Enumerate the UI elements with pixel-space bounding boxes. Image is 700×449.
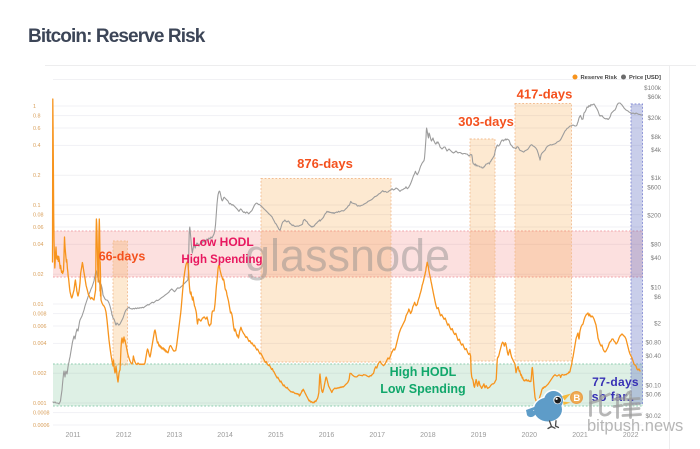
svg-text:$8k: $8k [651, 134, 662, 141]
svg-text:0.6: 0.6 [33, 126, 41, 132]
svg-text:$4k: $4k [651, 147, 662, 154]
svg-text:876-days: 876-days [297, 156, 353, 171]
svg-text:0.08: 0.08 [33, 212, 44, 218]
svg-text:0.001: 0.001 [33, 401, 47, 407]
svg-text:$200: $200 [647, 213, 661, 220]
svg-text:High HODL: High HODL [390, 365, 457, 379]
svg-text:glassnode: glassnode [245, 230, 450, 281]
svg-text:B: B [573, 393, 580, 404]
svg-text:0.004: 0.004 [33, 341, 47, 347]
svg-text:0.008: 0.008 [33, 311, 47, 317]
svg-text:$10: $10 [651, 285, 662, 292]
svg-text:2013: 2013 [167, 432, 183, 439]
svg-text:2015: 2015 [268, 432, 284, 439]
svg-text:0.06: 0.06 [33, 225, 44, 231]
svg-text:0.8: 0.8 [33, 113, 41, 119]
svg-text:2017: 2017 [369, 432, 385, 439]
svg-text:0.006: 0.006 [33, 324, 47, 330]
svg-text:0.0008: 0.0008 [33, 410, 50, 416]
svg-text:Low HODL: Low HODL [192, 235, 253, 249]
svg-text:$0.06: $0.06 [646, 392, 662, 399]
svg-text:66-days: 66-days [99, 250, 146, 264]
svg-text:303-days: 303-days [458, 114, 514, 129]
svg-text:Price [USD]: Price [USD] [629, 75, 661, 81]
svg-text:0.0006: 0.0006 [33, 423, 50, 429]
svg-text:2022: 2022 [623, 432, 639, 439]
svg-text:$0.40: $0.40 [646, 353, 662, 360]
svg-text:$80: $80 [651, 242, 662, 249]
svg-text:0.1: 0.1 [33, 203, 41, 209]
svg-text:417-days: 417-days [517, 87, 573, 102]
svg-text:High Spending: High Spending [181, 254, 262, 266]
svg-text:0.002: 0.002 [33, 371, 47, 377]
svg-text:0.2: 0.2 [33, 173, 41, 179]
svg-text:1: 1 [33, 104, 36, 110]
svg-text:2012: 2012 [116, 432, 132, 439]
svg-text:Low Spending: Low Spending [380, 382, 465, 396]
svg-text:2016: 2016 [319, 432, 335, 439]
svg-text:0.4: 0.4 [33, 143, 41, 149]
svg-text:2020: 2020 [522, 432, 538, 439]
svg-text:$600: $600 [647, 185, 661, 192]
svg-text:2011: 2011 [65, 432, 80, 439]
svg-text:$6: $6 [654, 294, 661, 301]
svg-text:$60k: $60k [648, 94, 662, 101]
svg-text:Reserve Risk: Reserve Risk [581, 75, 618, 81]
svg-text:$40: $40 [651, 255, 662, 262]
svg-text:2021: 2021 [572, 432, 588, 439]
svg-text:Bitcoin: Reserve Risk: Bitcoin: Reserve Risk [28, 26, 206, 47]
svg-text:$0.10: $0.10 [646, 383, 662, 390]
svg-text:2018: 2018 [420, 432, 436, 439]
svg-text:$1k: $1k [651, 175, 662, 182]
svg-text:$0.80: $0.80 [646, 340, 662, 347]
svg-text:0.01: 0.01 [33, 302, 44, 308]
svg-text:$100k: $100k [644, 85, 662, 92]
svg-text:$2: $2 [654, 321, 661, 328]
svg-text:77-days: 77-days [592, 375, 639, 389]
svg-text:0.04: 0.04 [33, 242, 44, 248]
svg-text:$20k: $20k [648, 115, 662, 122]
svg-text:2019: 2019 [471, 432, 487, 439]
svg-text:bitpush.news: bitpush.news [587, 417, 683, 435]
svg-text:2014: 2014 [217, 432, 233, 439]
svg-text:so far..: so far.. [592, 390, 635, 404]
svg-text:0.02: 0.02 [33, 272, 44, 278]
svg-text:$0.02: $0.02 [646, 413, 662, 420]
